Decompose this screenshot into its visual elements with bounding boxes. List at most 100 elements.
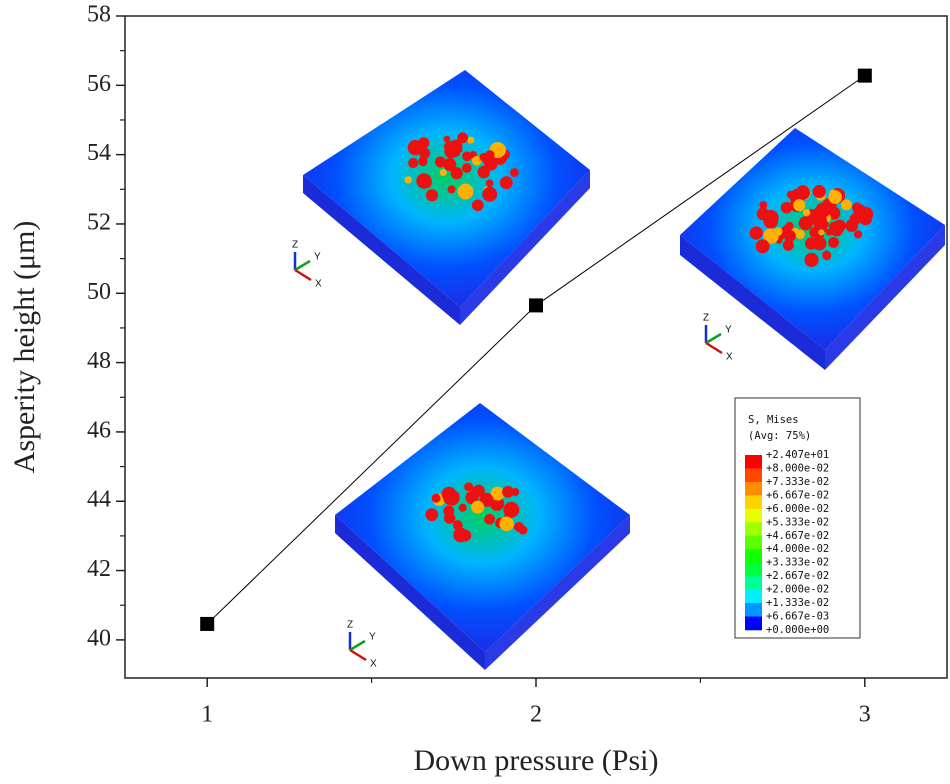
inset-hotspot (783, 230, 796, 242)
inset-hotspot (749, 226, 763, 240)
inset-hotspot (509, 168, 519, 177)
x-tick-label: 1 (201, 702, 213, 728)
inset-hotspot (449, 490, 460, 502)
colorbar-swatch (745, 589, 762, 604)
inset-hotspot (471, 199, 484, 212)
inset-hotspot (804, 252, 819, 267)
inset-side (335, 515, 485, 670)
inset-hotspot (854, 230, 863, 239)
inset-hotspot (499, 516, 514, 532)
colorbar-label: +2.000e-02 (766, 584, 829, 596)
y-axis-title: Asperity height (μm) (8, 221, 41, 474)
inset-hotspot (852, 202, 862, 212)
inset-hotspot (477, 165, 490, 179)
inset-hotspot (857, 206, 874, 223)
x-axis-title: Down pressure (Psi) (414, 744, 659, 777)
inset-hotspot (780, 201, 793, 214)
y-tick-label: 56 (87, 71, 111, 97)
inset-hotspot (518, 525, 528, 535)
triad-label: Y (314, 252, 321, 263)
y-tick-label: 46 (87, 417, 111, 443)
colorbar-swatch (745, 616, 762, 631)
colorbar-swatch (745, 455, 762, 469)
triad-axis (294, 268, 312, 282)
inset-hotspot (431, 493, 441, 503)
inset-hotspot (407, 140, 423, 156)
inset-side (303, 175, 460, 325)
colorbar-label: +4.000e-02 (766, 543, 829, 555)
colorbar-label: +2.667e-02 (766, 570, 829, 582)
inset-hotspot (503, 501, 520, 518)
colorbar-swatch (745, 508, 762, 523)
triad-axis (705, 332, 722, 345)
inset-hotspot (759, 201, 768, 209)
inset-hotspot (461, 163, 472, 173)
inset-hotspot (484, 513, 495, 525)
x-tick-label: 2 (530, 702, 542, 728)
inset-hotspot (795, 229, 805, 240)
inset-hotspot (809, 227, 821, 238)
inset-hotspot (485, 150, 495, 160)
inset-side (460, 170, 590, 325)
inset-hotspot (471, 500, 485, 514)
inset-hotspot (443, 135, 451, 143)
inset-hotspot (763, 213, 779, 229)
inset-hotspot (813, 214, 828, 228)
inset-hotspot (828, 236, 839, 248)
inset-hotspot (816, 209, 823, 216)
inset-hotspot (490, 486, 505, 501)
inset-hotspot (502, 485, 514, 498)
contour-insets: Z Y X Z Y X Z Y X (292, 70, 945, 670)
colorbar-swatch (745, 535, 762, 550)
inset-hotspot (798, 216, 813, 231)
y-tick-label: 48 (87, 348, 111, 374)
inset-hotspot (472, 484, 485, 497)
triad-label: X (315, 279, 322, 290)
inset-hotspot (786, 223, 793, 231)
inset-hotspot (462, 151, 472, 162)
triad-label: Y (725, 325, 732, 336)
inset-hotspot (818, 229, 825, 236)
colorbar-swatch (745, 562, 762, 577)
colorbar-label: +7.333e-02 (766, 476, 829, 488)
y-tick-label: 58 (87, 2, 111, 28)
colorbar-label: +2.407e+01 (766, 449, 829, 461)
triad-label: Z (347, 620, 353, 631)
inset-side (825, 225, 945, 370)
inset-hotspot (482, 186, 498, 202)
inset-hotspot (499, 176, 513, 190)
triad-label: Z (292, 240, 298, 251)
colorbar-title: (Avg: 75%) (748, 430, 811, 442)
inset-hotspot (453, 527, 469, 543)
inset-hotspot (443, 158, 457, 172)
colorbar-label: +4.667e-02 (766, 530, 829, 542)
triad-label: X (726, 352, 733, 363)
data-point (857, 68, 872, 83)
triad-axis (349, 639, 366, 652)
y-tick-label: 52 (87, 209, 111, 235)
inset-hotspot (471, 155, 482, 166)
colorbar-swatch (745, 603, 762, 617)
inset-hotspot (457, 132, 469, 144)
inset-hotspot (793, 199, 806, 212)
inset-hotspot (447, 185, 456, 194)
inset-hotspot (452, 520, 463, 531)
triad-label: Z (703, 313, 709, 324)
inset-hotspot (450, 167, 463, 180)
colorbar-swatch (745, 576, 762, 590)
y-tick-label: 50 (87, 279, 111, 305)
triad-axis (705, 341, 723, 355)
colorbar-swatch (745, 481, 762, 496)
colorbar-label: +0.000e+00 (766, 624, 829, 636)
inset-hotspot (755, 239, 770, 254)
inset-side (485, 515, 630, 670)
colorbar-label: +6.000e-02 (766, 503, 829, 515)
colorbar-swatch (745, 468, 762, 483)
inset-hotspot (840, 199, 852, 211)
inset-hotspot (484, 157, 498, 171)
y-tick-label: 42 (87, 556, 111, 582)
colorbar-swatch (745, 495, 762, 510)
inset-hotspot (784, 239, 793, 248)
inset-hotspot (773, 227, 783, 236)
y-tick-label: 44 (87, 487, 111, 513)
